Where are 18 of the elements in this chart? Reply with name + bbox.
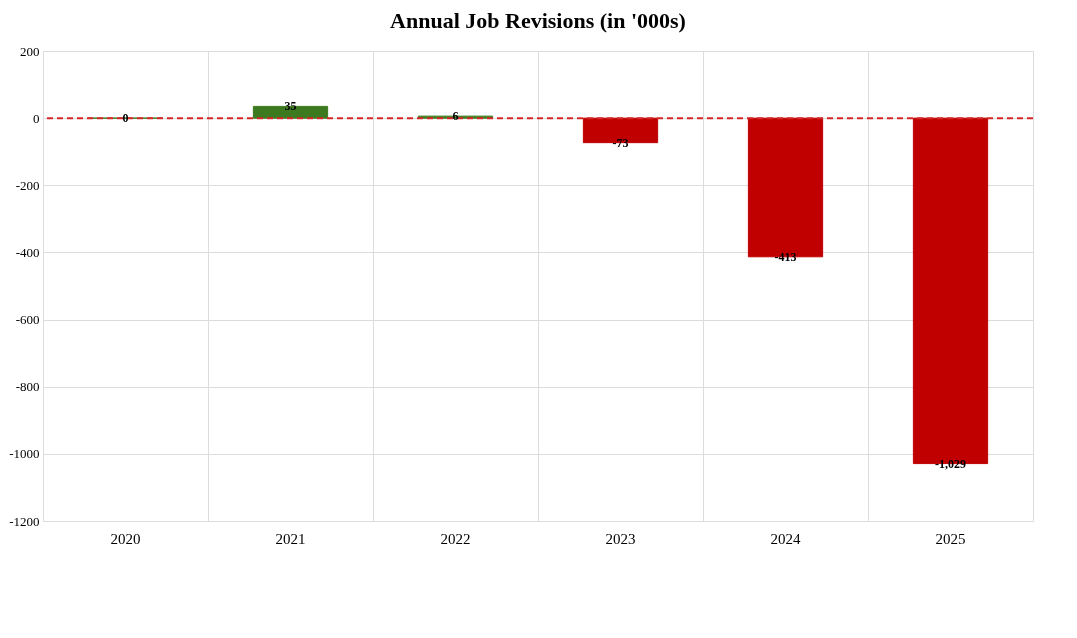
- x-tick-label: 2023: [605, 530, 636, 547]
- data-label: 0: [122, 111, 129, 126]
- data-label: 6: [452, 109, 459, 124]
- y-tick-label: -400: [15, 244, 40, 260]
- chart-title: Annual Job Revisions (in '000s): [390, 8, 686, 33]
- x-tick-label: 2020: [110, 530, 141, 547]
- y-tick-label: -1000: [9, 446, 40, 462]
- y-tick-label: -1200: [9, 513, 40, 529]
- x-tick-label: 2024: [770, 530, 801, 547]
- y-tick-label: -600: [15, 312, 40, 328]
- y-tick-label: 200: [20, 43, 40, 59]
- x-tick-label: 2021: [275, 530, 306, 547]
- x-tick-label: 2022: [440, 530, 471, 547]
- y-tick-label: 0: [33, 110, 40, 126]
- y-tick-label: -200: [15, 177, 40, 193]
- x-tick-label: 2025: [935, 530, 966, 547]
- data-label: -1,029: [935, 456, 966, 471]
- y-tick-label: -800: [15, 379, 40, 395]
